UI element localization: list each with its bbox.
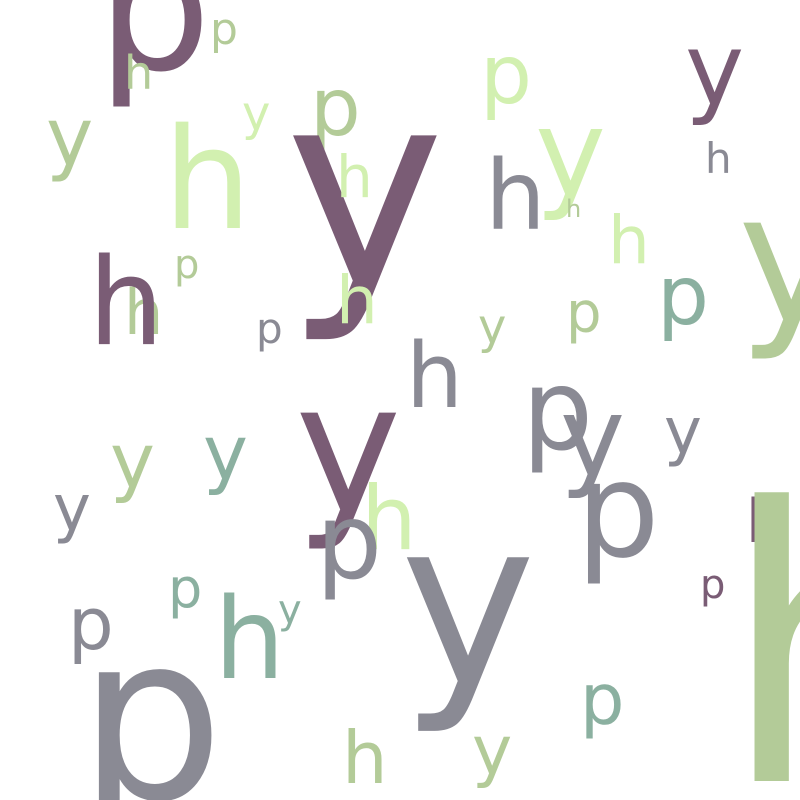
glyph-h: h bbox=[720, 460, 800, 800]
glyph-h: h bbox=[124, 46, 154, 100]
glyph-p: p bbox=[522, 346, 594, 476]
glyph-p: p bbox=[316, 481, 383, 603]
glyph-y: y bbox=[685, 11, 745, 128]
glyph-p: p bbox=[168, 557, 203, 620]
glyph-p: p bbox=[310, 61, 361, 154]
glyph-y: y bbox=[738, 155, 800, 364]
glyph-h: h bbox=[485, 140, 546, 252]
glyph-h: h bbox=[566, 195, 582, 223]
glyph-h: h bbox=[361, 467, 417, 570]
glyph-y: y bbox=[472, 712, 513, 791]
glyph-h: h bbox=[746, 487, 785, 557]
glyph-h: h bbox=[705, 134, 732, 183]
glyph-h: h bbox=[342, 716, 388, 800]
glyph-y: y bbox=[203, 408, 248, 497]
glyph-p: p bbox=[480, 28, 533, 123]
glyph-p: p bbox=[256, 304, 283, 353]
glyph-p: p bbox=[97, 0, 212, 112]
glyph-y: y bbox=[295, 345, 402, 554]
glyph-y: y bbox=[278, 587, 302, 633]
glyph-h: h bbox=[406, 324, 464, 429]
glyph-y: y bbox=[478, 299, 507, 355]
glyph-y: y bbox=[110, 416, 155, 505]
glyph-h: h bbox=[124, 276, 164, 349]
glyph-h: h bbox=[336, 262, 378, 339]
glyph-y: y bbox=[53, 472, 91, 546]
glyph-h: h bbox=[163, 99, 252, 262]
glyph-y: y bbox=[560, 373, 626, 501]
glyph-p: p bbox=[78, 586, 224, 800]
glyph-p: p bbox=[566, 281, 602, 346]
glyph-p: p bbox=[210, 4, 238, 55]
glyph-h: h bbox=[88, 234, 165, 373]
glyph-h: h bbox=[214, 575, 285, 705]
glyph-p: p bbox=[700, 562, 726, 608]
glyph-p: p bbox=[68, 582, 114, 666]
glyph-p: p bbox=[580, 659, 625, 741]
glyph-y: y bbox=[664, 395, 702, 469]
glyph-p: p bbox=[657, 249, 710, 344]
glyph-y: y bbox=[535, 85, 607, 224]
glyph-y: y bbox=[285, 32, 445, 347]
glyph-p: p bbox=[174, 242, 200, 288]
glyph-h: h bbox=[336, 143, 373, 211]
glyph-h: h bbox=[608, 202, 650, 279]
glyph-y: y bbox=[400, 471, 537, 738]
glyph-y: y bbox=[46, 91, 94, 184]
glyph-p: p bbox=[576, 434, 660, 588]
glyph-y: y bbox=[242, 86, 271, 142]
